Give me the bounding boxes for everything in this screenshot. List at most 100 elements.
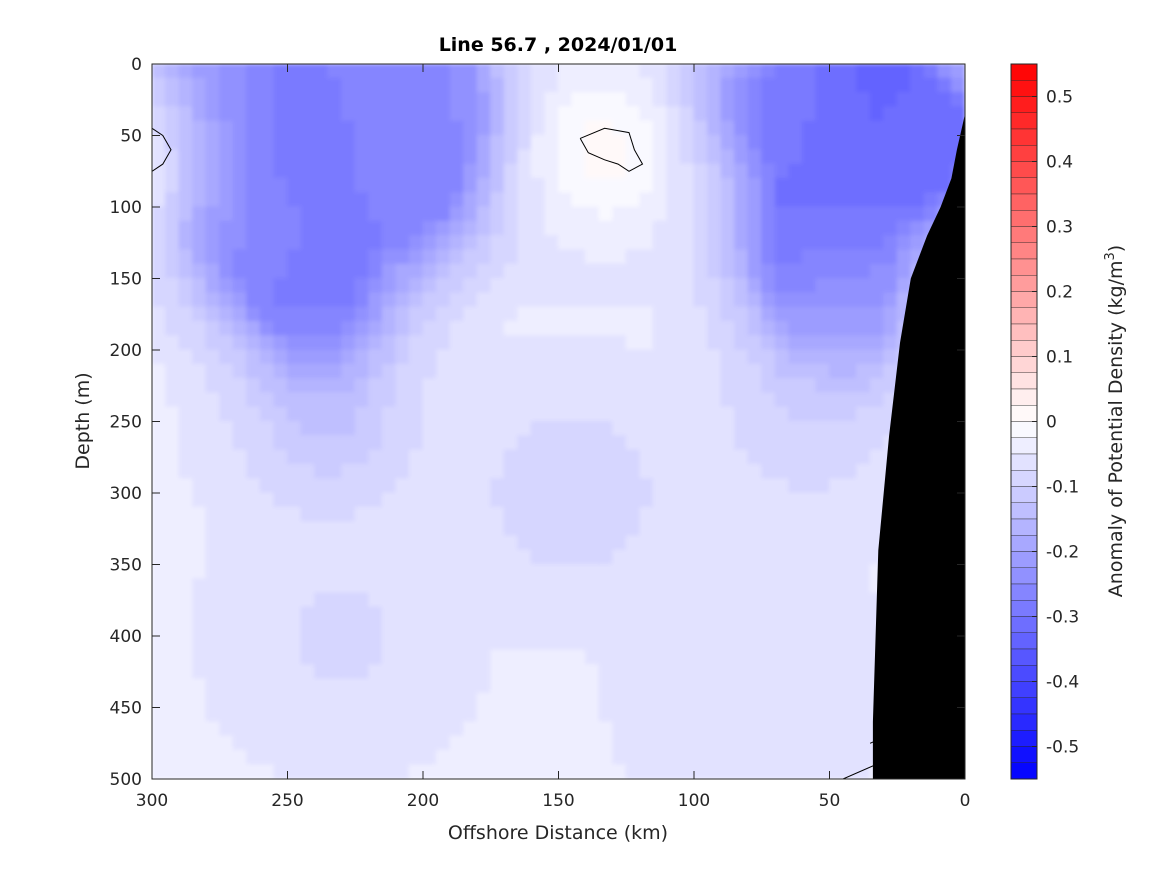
field-cell [327, 535, 343, 551]
field-cell [693, 692, 709, 708]
field-cell [639, 278, 654, 294]
field-cell [734, 306, 749, 322]
field-cell [165, 492, 180, 508]
field-cell [720, 106, 736, 122]
field-cell [287, 678, 302, 694]
field-cell [625, 64, 641, 79]
field-cell [422, 521, 438, 537]
field-cell [856, 692, 871, 708]
field-cell [598, 177, 614, 194]
field-cell [829, 120, 844, 136]
field-cell [734, 692, 749, 708]
field-cell [639, 192, 654, 208]
field-cell [408, 635, 424, 651]
field-cell [165, 449, 180, 465]
field-cell [165, 320, 180, 337]
field-cell [801, 721, 817, 737]
field-cell [585, 621, 600, 637]
field-cell [341, 721, 356, 737]
field-cell [327, 592, 343, 608]
field-cell [652, 549, 668, 565]
field-cell [598, 549, 614, 565]
field-cell [259, 320, 275, 337]
x-tick-label: 250 [271, 791, 303, 811]
field-cell [517, 392, 532, 408]
field-cell [246, 564, 261, 580]
field-cell [503, 292, 519, 308]
field-cell [707, 335, 722, 351]
field-cell [165, 735, 180, 751]
field-cell [287, 606, 302, 623]
field-cell [436, 135, 451, 151]
field-cell [856, 106, 871, 122]
field-cell [232, 635, 248, 651]
field-cell [219, 92, 234, 108]
field-cell [774, 592, 790, 608]
field-cell [476, 707, 492, 723]
field-cell [205, 735, 221, 751]
field-cell [747, 306, 763, 322]
field-cell [720, 592, 736, 608]
field-cell [300, 435, 316, 451]
field-cell [761, 549, 776, 565]
field-cell [558, 249, 573, 265]
field-cell [178, 692, 194, 708]
field-cell [232, 592, 248, 608]
field-cell [503, 392, 519, 408]
field-cell [287, 120, 302, 136]
field-cell [585, 549, 600, 565]
field-cell [856, 421, 871, 437]
field-cell [801, 649, 817, 666]
field-cell [774, 764, 790, 779]
field-cell [192, 149, 207, 165]
field-cell [815, 306, 830, 322]
field-cell [856, 535, 871, 551]
field-cell [178, 64, 194, 79]
density-anomaly-field [152, 64, 965, 779]
field-cell [327, 292, 343, 308]
field-cell [815, 749, 830, 766]
field-cell [558, 649, 573, 666]
field-cell [368, 135, 383, 151]
field-cell [679, 292, 695, 308]
field-cell [639, 649, 654, 666]
field-cell [639, 392, 654, 408]
field-cell [530, 735, 546, 751]
field-cell [219, 578, 234, 594]
field-cell [829, 278, 844, 294]
field-cell [774, 263, 790, 279]
field-cell [801, 421, 817, 437]
field-cell [585, 106, 600, 122]
field-cell [720, 406, 736, 422]
field-cell [192, 163, 207, 179]
field-cell [192, 521, 207, 537]
field-cell [354, 320, 370, 337]
colorbar: 0.50.40.30.20.10-0.1-0.2-0.3-0.4-0.5 Ano… [1010, 63, 1127, 780]
field-cell [829, 149, 844, 165]
field-cell [558, 263, 573, 279]
field-cell [327, 492, 343, 508]
field-cell [707, 621, 722, 637]
field-cell [259, 421, 275, 437]
field-cell [503, 335, 519, 351]
field-cell [652, 77, 668, 94]
field-cell [585, 220, 600, 237]
field-cell [598, 206, 614, 222]
field-cell [707, 764, 722, 779]
field-cell [652, 621, 668, 637]
field-cell [571, 220, 587, 237]
field-cell [476, 77, 492, 94]
field-cell [246, 764, 261, 779]
field-cell [639, 535, 654, 551]
field-cell [910, 206, 925, 222]
field-cell [463, 77, 478, 94]
field-cell [192, 735, 207, 751]
field-cell [219, 363, 234, 380]
field-cell [408, 449, 424, 465]
field-cell [652, 149, 668, 165]
y-tick-label: 300 [110, 484, 142, 504]
field-cell [842, 621, 858, 637]
field-cell [598, 192, 614, 208]
field-cell [165, 421, 180, 437]
field-cell [341, 120, 356, 136]
